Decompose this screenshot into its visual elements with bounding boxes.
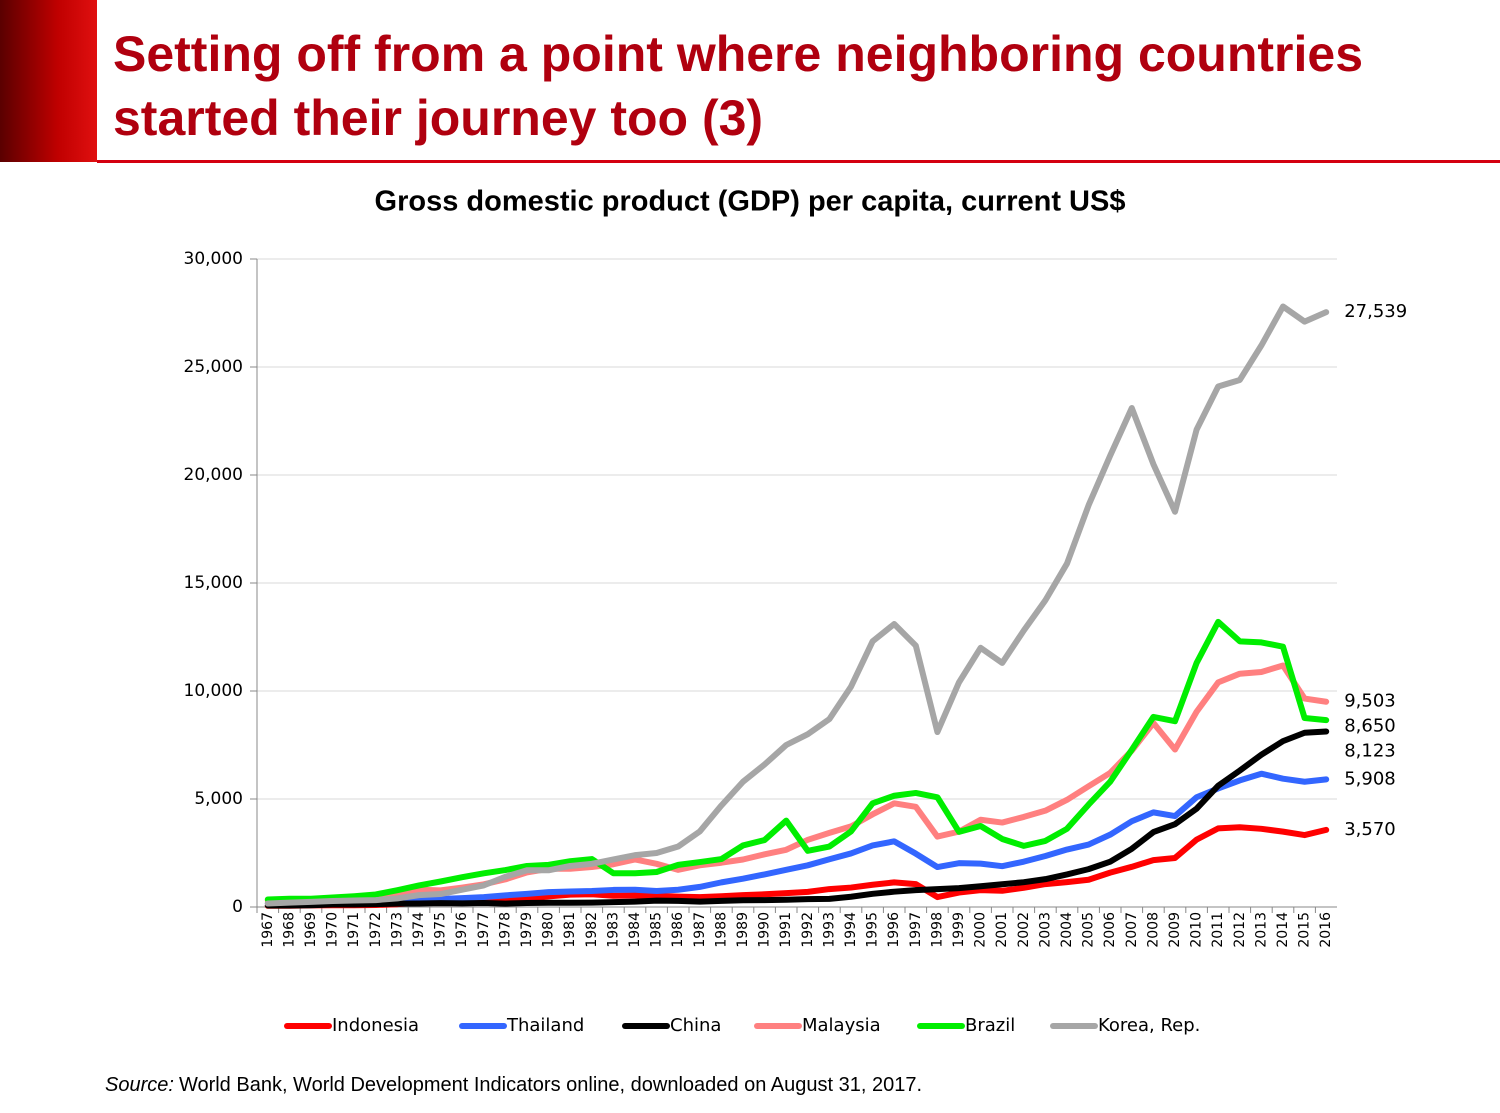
x-tick-label: 1980 — [541, 912, 557, 948]
x-tick-label: 2010 — [1189, 912, 1205, 948]
x-tick-label: 2013 — [1253, 912, 1269, 948]
data-label: 27,539 — [1344, 301, 1407, 322]
x-tick-label: 1994 — [843, 912, 859, 948]
x-tick-label: 1997 — [908, 912, 924, 948]
x-tick-label: 1985 — [649, 912, 665, 948]
x-tick-label: 1982 — [584, 912, 600, 948]
x-tick-label: 1999 — [951, 912, 967, 948]
x-tick-label: 2015 — [1297, 912, 1313, 948]
x-tick-label: 1990 — [757, 912, 773, 948]
x-tick-label: 2014 — [1275, 912, 1291, 948]
x-tick-label: 2011 — [1210, 912, 1226, 948]
series-line — [264, 770, 1330, 907]
y-tick-label: 0 — [232, 897, 243, 917]
x-tick-label: 2002 — [1016, 912, 1032, 948]
x-tick-label: 1967 — [260, 912, 276, 948]
y-tick-label: 10,000 — [184, 681, 243, 701]
source-text: World Bank, World Development Indicators… — [178, 1074, 922, 1096]
x-tick-label: 1977 — [476, 912, 492, 948]
x-tick-label: 1998 — [929, 912, 945, 948]
x-tick-label: 1992 — [800, 912, 816, 948]
x-tick-label: 1983 — [605, 912, 621, 948]
x-tick-label: 1974 — [411, 912, 427, 948]
x-tick-label: 2007 — [1124, 912, 1140, 948]
x-tick-label: 1991 — [778, 912, 794, 948]
x-tick-label: 2005 — [1081, 912, 1097, 948]
y-tick-label: 20,000 — [184, 465, 243, 485]
x-tick-label: 2004 — [1059, 912, 1075, 948]
x-tick-label: 2009 — [1167, 912, 1183, 948]
series-line — [264, 618, 1330, 903]
x-tick-label: 1986 — [670, 912, 686, 948]
y-tick-label: 5,000 — [194, 789, 243, 809]
x-tick-label: 2012 — [1232, 912, 1248, 948]
legend-label: Thailand — [506, 1015, 584, 1036]
x-tick-label: 2016 — [1318, 912, 1334, 948]
slide-title: Setting off from a point where neighbori… — [113, 26, 1363, 146]
x-tick-label: 1969 — [303, 912, 319, 948]
data-label: 9,503 — [1344, 691, 1396, 712]
x-tick-label: 1970 — [325, 912, 341, 948]
x-tick-label: 1972 — [368, 912, 384, 948]
x-tick-label: 1995 — [865, 912, 881, 948]
x-tick-label: 2003 — [1037, 912, 1053, 948]
x-tick-label: 2008 — [1145, 912, 1161, 948]
x-tick-label: 1993 — [821, 912, 837, 948]
source-note: Source: World Bank, World Development Ind… — [105, 1074, 922, 1097]
y-tick-label: 30,000 — [184, 249, 243, 269]
x-tick-label: 2000 — [973, 912, 989, 948]
x-tick-label: 1979 — [519, 912, 535, 948]
x-tick-label: 1968 — [281, 912, 297, 948]
legend-label: Brazil — [965, 1015, 1015, 1036]
x-tick-label: 1989 — [735, 912, 751, 948]
data-label: 8,650 — [1344, 716, 1396, 737]
x-tick-label: 2006 — [1102, 912, 1118, 948]
legend-label: Korea, Rep. — [1098, 1015, 1200, 1036]
data-label: 8,123 — [1344, 741, 1396, 762]
chart-title: Gross domestic product (GDP) per capita,… — [375, 186, 1126, 218]
data-label: 3,570 — [1344, 819, 1396, 840]
x-tick-label: 1987 — [692, 912, 708, 948]
x-tick-label: 2001 — [994, 912, 1010, 948]
x-tick-label: 1978 — [497, 912, 513, 948]
legend-label: China — [670, 1015, 721, 1036]
x-tick-label: 1984 — [627, 912, 643, 948]
x-tick-label: 1971 — [346, 912, 362, 948]
y-tick-label: 15,000 — [184, 573, 243, 593]
y-tick-label: 25,000 — [184, 357, 243, 377]
x-tick-label: 1975 — [433, 912, 449, 948]
source-label: Source: — [105, 1074, 174, 1096]
legend-label: Indonesia — [332, 1015, 419, 1036]
x-tick-label: 1996 — [886, 912, 902, 948]
series-line — [264, 728, 1330, 909]
legend-label: Malaysia — [802, 1015, 881, 1036]
title-accent — [0, 0, 97, 162]
series-line — [264, 303, 1330, 907]
x-tick-label: 1981 — [562, 912, 578, 948]
title-rule — [97, 160, 1500, 163]
data-label: 5,908 — [1344, 768, 1396, 789]
x-tick-label: 1988 — [713, 912, 729, 948]
x-tick-label: 1973 — [389, 912, 405, 948]
x-tick-label: 1976 — [454, 912, 470, 948]
